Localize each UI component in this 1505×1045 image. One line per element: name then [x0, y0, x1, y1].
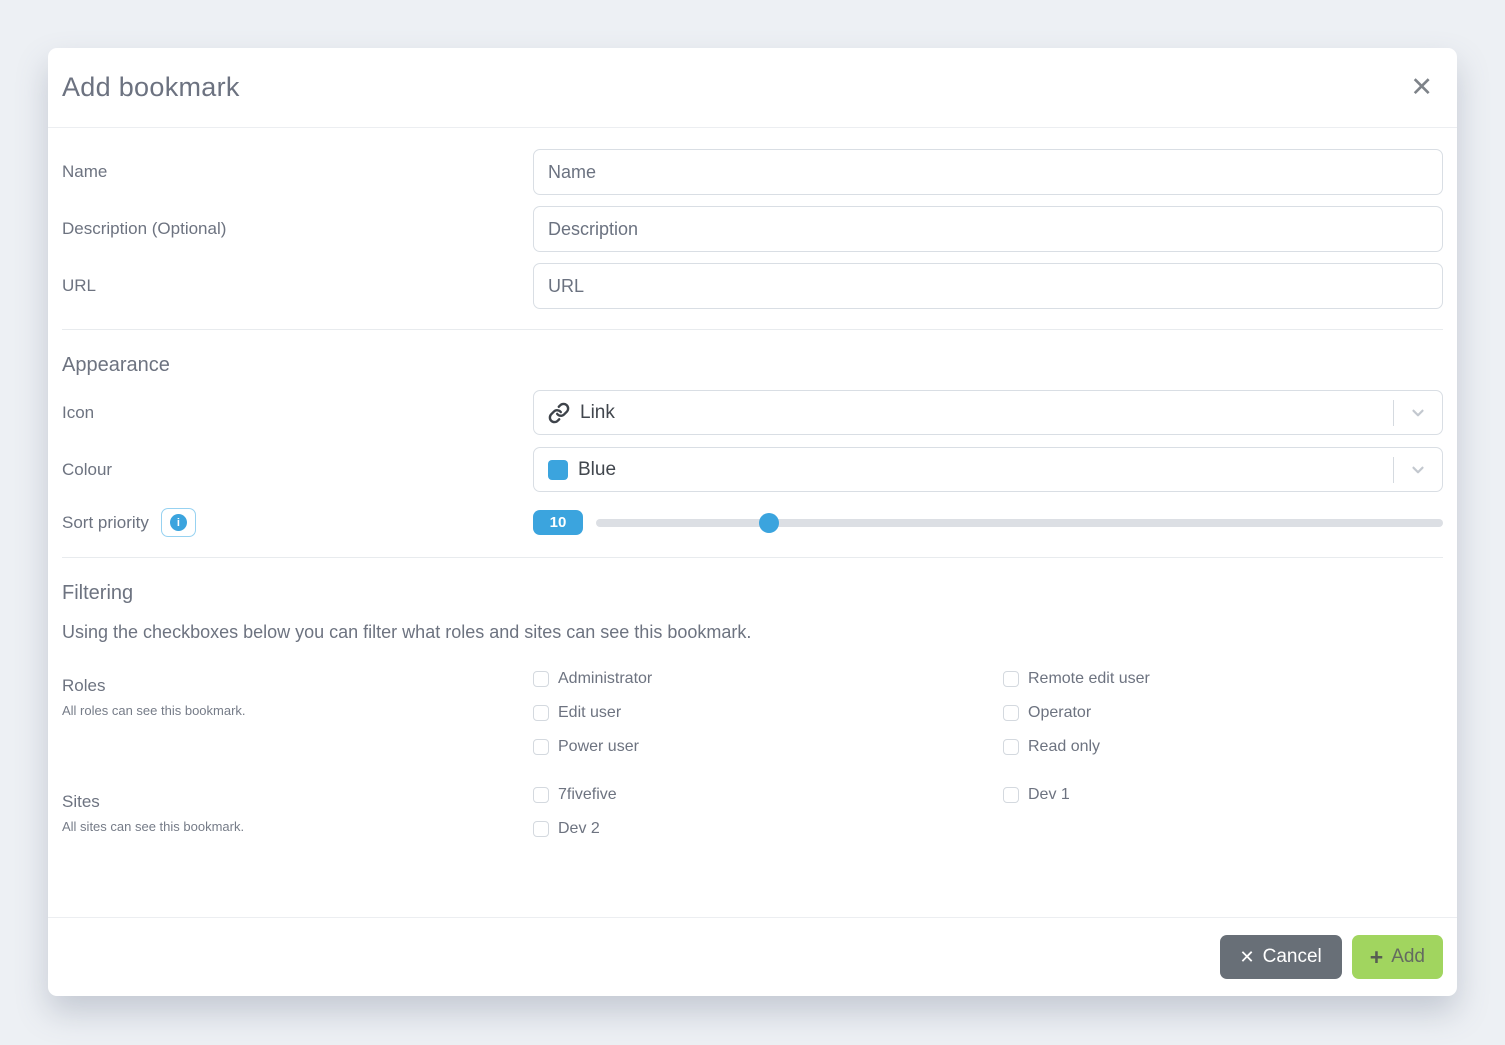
add-button[interactable]: + Add: [1351, 935, 1443, 979]
colour-row: Colour Blue: [62, 447, 1443, 492]
sort-priority-row: Sort priority i 10: [62, 508, 1443, 537]
checkbox-dev-2[interactable]: Dev 2: [533, 820, 1003, 838]
checkbox-icon[interactable]: [1003, 705, 1019, 721]
sites-checkbox-columns: 7fivefive Dev 2 Dev 1: [533, 786, 1457, 838]
checkbox-icon[interactable]: [1003, 787, 1019, 803]
section-divider: [62, 557, 1443, 558]
description-input[interactable]: [533, 206, 1443, 252]
url-input[interactable]: [533, 263, 1443, 309]
icon-select[interactable]: Link: [533, 390, 1443, 435]
name-input[interactable]: [533, 149, 1443, 195]
description-row: Description (Optional): [62, 206, 1443, 252]
sites-checkbox-col-2: Dev 1: [1003, 786, 1457, 838]
chevron-down-icon: [1409, 404, 1427, 422]
sort-priority-info-button[interactable]: i: [160, 508, 196, 537]
sites-checkbox-col-1: 7fivefive Dev 2: [533, 786, 1003, 838]
roles-label: Roles: [62, 676, 106, 695]
cancel-button-label: Cancel: [1262, 946, 1322, 967]
icon-select-controls: [1393, 391, 1442, 434]
colour-select[interactable]: Blue: [533, 447, 1443, 492]
sort-priority-label: Sort priority: [62, 512, 149, 532]
checkbox-administrator[interactable]: Administrator: [533, 670, 1003, 688]
icon-label: Icon: [62, 402, 95, 422]
checkbox-label: Dev 1: [1028, 786, 1070, 803]
checkbox-icon[interactable]: [1003, 739, 1019, 755]
filtering-description: Using the checkboxes below you can filte…: [62, 622, 752, 642]
appearance-heading: Appearance: [62, 354, 170, 376]
checkbox-operator[interactable]: Operator: [1003, 704, 1457, 722]
filtering-heading: Filtering: [62, 582, 134, 604]
select-separator: [1393, 456, 1394, 483]
sort-priority-slider[interactable]: [596, 512, 1443, 533]
checkbox-icon[interactable]: [533, 787, 549, 803]
roles-checkbox-col-1: Administrator Edit user Power user: [533, 670, 1003, 756]
chevron-down-icon: [1409, 461, 1427, 479]
checkbox-7fivefive[interactable]: 7fivefive: [533, 786, 1003, 804]
roles-checkbox-columns: Administrator Edit user Power user Remot…: [533, 670, 1457, 756]
roles-filter-row: Roles All roles can see this bookmark. A…: [62, 670, 1443, 756]
url-label: URL: [62, 276, 97, 295]
roles-subtext: All roles can see this bookmark.: [62, 703, 246, 718]
roles-checkbox-col-2: Remote edit user Operator Read only: [1003, 670, 1457, 756]
checkbox-remote-edit-user[interactable]: Remote edit user: [1003, 670, 1457, 688]
sort-priority-label-wrap: Sort priority i: [62, 508, 533, 537]
icon-row: Icon Link: [62, 390, 1443, 435]
close-button[interactable]: ✕: [1400, 70, 1443, 105]
modal-footer: ✕ Cancel + Add: [48, 917, 1457, 996]
checkbox-label: Operator: [1028, 704, 1092, 721]
checkbox-read-only[interactable]: Read only: [1003, 738, 1457, 756]
checkbox-dev-1[interactable]: Dev 1: [1003, 786, 1457, 804]
url-row: URL: [62, 263, 1443, 309]
checkbox-label: Edit user: [558, 704, 622, 721]
add-bookmark-modal: Add bookmark ✕ Name Description (Optiona…: [48, 48, 1457, 996]
checkbox-label: Read only: [1028, 738, 1101, 755]
sites-label: Sites: [62, 792, 100, 811]
sort-priority-slider-wrap: 10: [533, 510, 1443, 535]
sites-subtext: All sites can see this bookmark.: [62, 819, 245, 834]
checkbox-edit-user[interactable]: Edit user: [533, 704, 1003, 722]
checkbox-icon[interactable]: [1003, 671, 1019, 687]
cancel-x-icon: ✕: [1239, 946, 1255, 967]
sites-label-col: Sites All sites can see this bookmark.: [62, 786, 533, 834]
checkbox-label: Dev 2: [558, 820, 600, 837]
sort-priority-value-badge: 10: [533, 510, 583, 535]
page-title: Add bookmark: [62, 72, 240, 102]
close-icon: ✕: [1410, 72, 1433, 102]
colour-label: Colour: [62, 459, 113, 479]
icon-select-value: Link: [580, 401, 615, 423]
select-separator: [1393, 399, 1394, 426]
checkbox-icon[interactable]: [533, 671, 549, 687]
add-button-label: Add: [1391, 946, 1425, 967]
checkbox-label: 7fivefive: [558, 786, 617, 803]
sites-filter-row: Sites All sites can see this bookmark. 7…: [62, 786, 1443, 838]
checkbox-power-user[interactable]: Power user: [533, 738, 1003, 756]
checkbox-label: Administrator: [558, 670, 653, 687]
colour-select-value: Blue: [578, 458, 617, 480]
modal-header: Add bookmark ✕: [48, 48, 1457, 128]
link-icon: [548, 402, 570, 424]
name-row: Name: [62, 149, 1443, 195]
modal-body: Name Description (Optional) URL Appearan…: [48, 128, 1457, 917]
checkbox-label: Remote edit user: [1028, 670, 1150, 687]
checkbox-icon[interactable]: [533, 739, 549, 755]
checkbox-icon[interactable]: [533, 705, 549, 721]
plus-icon: +: [1369, 943, 1384, 970]
slider-track[interactable]: [596, 518, 1443, 527]
checkbox-icon[interactable]: [533, 821, 549, 837]
colour-select-controls: [1393, 448, 1442, 491]
section-divider: [62, 329, 1443, 330]
checkbox-label: Power user: [558, 738, 639, 755]
slider-thumb[interactable]: [758, 512, 779, 533]
name-label: Name: [62, 162, 108, 181]
description-label: Description (Optional): [62, 219, 227, 238]
colour-swatch-blue: [548, 459, 568, 480]
cancel-button[interactable]: ✕ Cancel: [1219, 935, 1342, 979]
roles-label-col: Roles All roles can see this bookmark.: [62, 670, 533, 718]
info-icon: i: [169, 514, 187, 531]
